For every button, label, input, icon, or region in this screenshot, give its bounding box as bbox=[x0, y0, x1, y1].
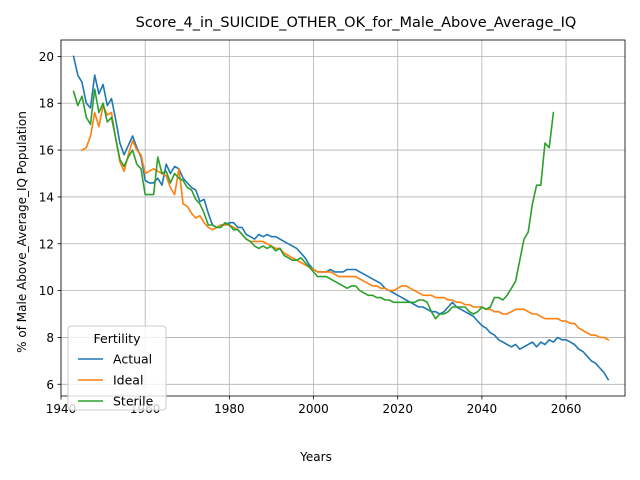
plot-frame bbox=[60, 39, 626, 397]
legend-box bbox=[67, 325, 167, 411]
y-tick-label: 14 bbox=[39, 190, 54, 204]
chart-title: Score_4_in_SUICIDE_OTHER_OK_for_Male_Abo… bbox=[136, 15, 577, 31]
x-axis-label: Years bbox=[299, 450, 332, 464]
y-tick-label: 6 bbox=[46, 378, 54, 392]
x-tick-label: 2060 bbox=[551, 402, 582, 416]
legend-label-sterile: Sterile bbox=[113, 394, 154, 409]
series-line-actual bbox=[72, 55, 610, 381]
legend-title: Fertility bbox=[94, 331, 142, 346]
y-tick-label: 12 bbox=[39, 237, 54, 251]
y-tick-label: 8 bbox=[46, 331, 54, 345]
legend: Fertility Actual Ideal Sterile bbox=[67, 325, 167, 411]
series-group bbox=[72, 55, 610, 381]
x-tick-label: 1980 bbox=[214, 402, 245, 416]
series-line-sterile bbox=[72, 88, 555, 320]
x-tick-label: 2000 bbox=[298, 402, 329, 416]
y-tick-label: 20 bbox=[39, 50, 54, 64]
legend-label-ideal: Ideal bbox=[113, 373, 143, 388]
y-axis-label: % of Male Above_Average_IQ Population bbox=[15, 111, 29, 353]
series-line-ideal bbox=[80, 104, 610, 341]
y-tick-label: 16 bbox=[39, 144, 54, 158]
y-tick-label: 18 bbox=[39, 97, 54, 111]
x-tick-label: 2020 bbox=[382, 402, 413, 416]
y-tick-label: 10 bbox=[39, 284, 54, 298]
legend-label-actual: Actual bbox=[113, 352, 152, 367]
x-tick-label: 2040 bbox=[467, 402, 498, 416]
